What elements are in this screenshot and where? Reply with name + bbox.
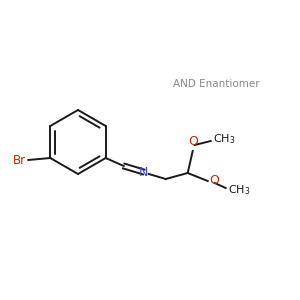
Text: Br: Br xyxy=(13,154,26,166)
Text: O: O xyxy=(210,175,220,188)
Text: O: O xyxy=(188,135,198,148)
Text: AND Enantiomer: AND Enantiomer xyxy=(173,79,259,89)
Text: CH$_3$: CH$_3$ xyxy=(228,183,250,197)
Text: N: N xyxy=(139,166,148,178)
Text: CH$_3$: CH$_3$ xyxy=(213,132,235,146)
